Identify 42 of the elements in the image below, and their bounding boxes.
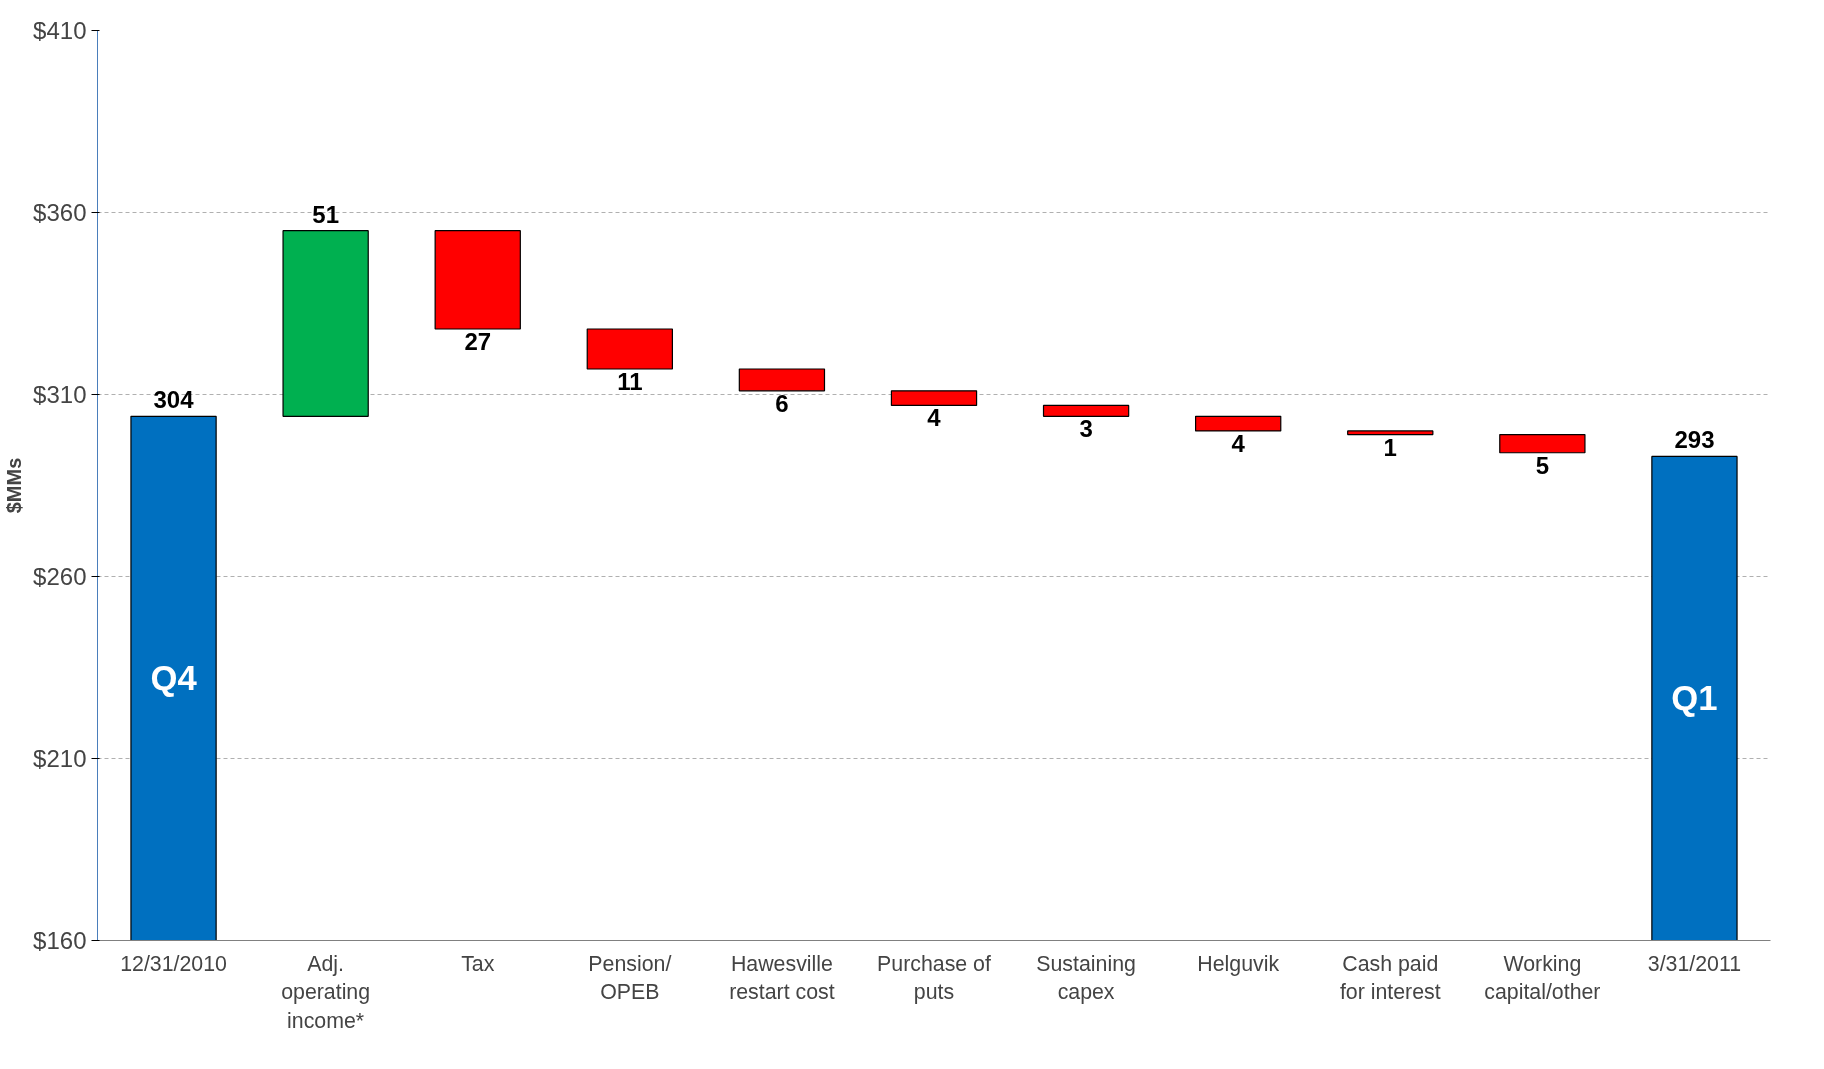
- bar: [1499, 433, 1586, 454]
- data-label: 11: [617, 368, 643, 396]
- x-tick-label: 12/31/2010: [120, 951, 228, 976]
- bar: [1347, 430, 1434, 436]
- x-tick-label: 3/31/2011: [1647, 951, 1742, 976]
- data-label: 1: [1383, 433, 1397, 461]
- y-axis-title: $MMs: [3, 457, 26, 514]
- x-tick-label: Cash paid for interest: [1339, 951, 1441, 1005]
- x-tick-label: Tax: [461, 951, 495, 976]
- x-tick-label: Sustaining capex: [1036, 951, 1136, 1005]
- bar: [1195, 415, 1282, 432]
- bar: [890, 390, 978, 407]
- data-label: 4: [1231, 429, 1246, 457]
- x-tick-label: Adj. operating income*: [281, 951, 371, 1034]
- x-tick-label: Pension/ OPEB: [588, 951, 672, 1005]
- bar: [738, 368, 826, 392]
- x-tick-label: Hawesville restart cost: [729, 951, 835, 1005]
- y-tick-label: $360: [33, 199, 87, 226]
- bar: [586, 328, 673, 370]
- y-tick-label: $410: [33, 17, 87, 44]
- data-label: 304: [153, 386, 195, 414]
- bar: [130, 415, 217, 941]
- bar: [1651, 455, 1738, 941]
- x-tick-label: Helguvik: [1197, 951, 1280, 976]
- data-label: 4: [927, 404, 942, 432]
- bar: [434, 230, 521, 330]
- y-tick-label: $210: [33, 745, 87, 772]
- x-tick-label: Purchase of puts: [877, 951, 991, 1005]
- data-label: 6: [775, 389, 789, 417]
- annotation: Q1: [1671, 679, 1718, 718]
- data-label: 293: [1674, 426, 1715, 454]
- y-tick-label: $260: [33, 563, 87, 590]
- bar: [282, 230, 369, 417]
- y-tick-label: $160: [33, 927, 87, 954]
- data-label: 3: [1079, 415, 1093, 443]
- annotation: Q4: [150, 659, 198, 698]
- data-label: 5: [1535, 451, 1550, 479]
- x-tick-label: Working capital/other: [1484, 951, 1601, 1005]
- data-label: 27: [464, 327, 492, 355]
- y-tick-label: $310: [33, 381, 87, 408]
- bar: [1042, 404, 1130, 417]
- data-label: 51: [312, 200, 339, 228]
